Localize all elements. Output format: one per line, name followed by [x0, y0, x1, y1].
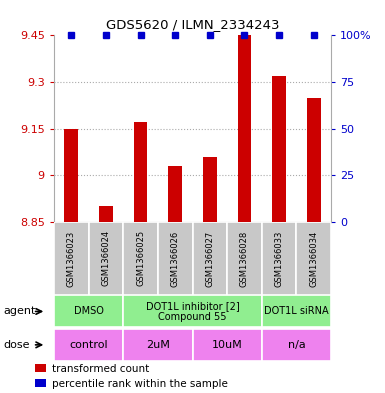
Text: n/a: n/a	[288, 340, 305, 350]
Text: GSM1366023: GSM1366023	[67, 230, 76, 286]
Bar	[54, 329, 123, 361]
Text: DOT1L inhibitor [2]
Compound 55: DOT1L inhibitor [2] Compound 55	[146, 301, 239, 322]
Bar	[227, 222, 262, 295]
Bar	[192, 329, 262, 361]
Bar	[35, 364, 46, 373]
Text: percentile rank within the sample: percentile rank within the sample	[52, 379, 228, 389]
Text: 2uM: 2uM	[146, 340, 170, 350]
Bar	[89, 222, 123, 295]
Bar	[262, 222, 296, 295]
Text: GSM1366024: GSM1366024	[101, 230, 110, 286]
Text: GSM1366027: GSM1366027	[205, 230, 214, 286]
Bar	[54, 222, 89, 295]
Text: control: control	[69, 340, 108, 350]
Bar	[238, 35, 251, 222]
Text: agent: agent	[4, 307, 36, 316]
Text: dose: dose	[4, 340, 30, 350]
Bar	[35, 379, 46, 387]
Bar	[123, 296, 262, 327]
Text: GSM1366028: GSM1366028	[240, 230, 249, 286]
Bar	[134, 123, 147, 222]
Bar	[296, 222, 331, 295]
Text: DMSO: DMSO	[74, 307, 104, 316]
Bar	[262, 296, 331, 327]
Bar	[168, 166, 182, 222]
Text: 10uM: 10uM	[212, 340, 243, 350]
Bar	[203, 157, 217, 222]
Bar	[99, 206, 113, 222]
Text: DOT1L siRNA: DOT1L siRNA	[264, 307, 329, 316]
Text: GDS5620 / ILMN_2334243: GDS5620 / ILMN_2334243	[106, 18, 279, 31]
Bar	[272, 76, 286, 222]
Bar	[64, 129, 78, 222]
Text: GSM1366033: GSM1366033	[275, 230, 284, 286]
Bar	[54, 296, 123, 327]
Bar	[123, 222, 158, 295]
Bar	[192, 222, 227, 295]
Text: GSM1366025: GSM1366025	[136, 230, 145, 286]
Bar	[262, 329, 331, 361]
Text: transformed count: transformed count	[52, 364, 149, 374]
Bar	[307, 97, 321, 222]
Bar	[123, 329, 192, 361]
Bar	[158, 222, 192, 295]
Text: GSM1366034: GSM1366034	[309, 230, 318, 286]
Text: GSM1366026: GSM1366026	[171, 230, 180, 286]
